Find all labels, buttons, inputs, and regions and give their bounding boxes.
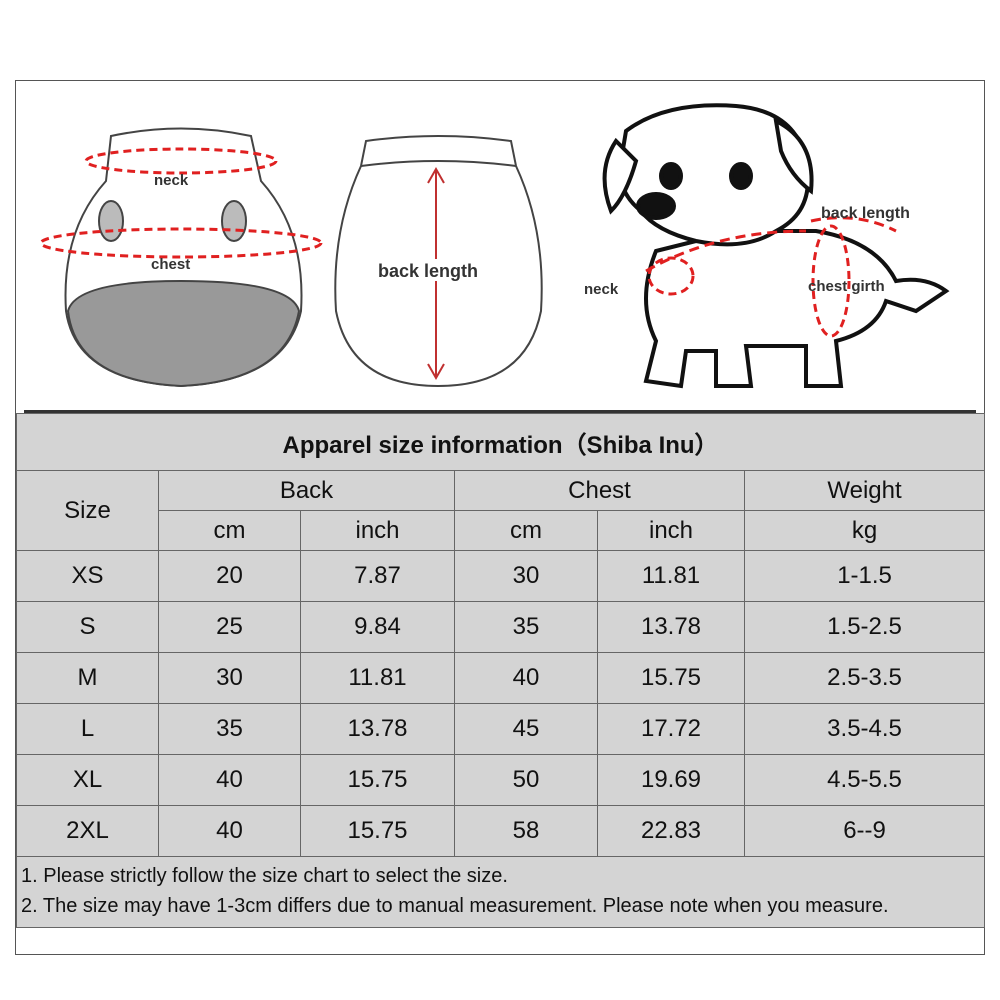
table-title: Apparel size information（Shiba Inu） — [15, 413, 986, 471]
back-length-label: back length — [378, 261, 478, 281]
cell-back-inch: 15.75 — [300, 754, 455, 806]
measurement-illustrations: neck chest back length back length neck … — [39, 103, 950, 389]
cell-size: L — [16, 703, 159, 755]
cell-size: XL — [16, 754, 159, 806]
header-weight-kg: kg — [743, 510, 986, 551]
cell-chest-inch: 11.81 — [597, 550, 745, 602]
cell-back-inch: 15.75 — [300, 805, 455, 857]
cell-weight: 2.5-3.5 — [743, 652, 986, 704]
header-size: Size — [16, 470, 159, 551]
cell-weight: 4.5-5.5 — [743, 754, 986, 806]
cell-chest-cm: 35 — [454, 601, 598, 653]
cell-chest-inch: 17.72 — [597, 703, 745, 755]
note-1: 1. Please strictly follow the size chart… — [21, 865, 508, 887]
cell-chest-cm: 58 — [454, 805, 598, 857]
header-back-inch: inch — [300, 510, 455, 551]
cell-back-cm: 35 — [158, 703, 301, 755]
cell-chest-inch: 19.69 — [597, 754, 745, 806]
cell-back-inch: 11.81 — [300, 652, 455, 704]
cell-weight: 1.5-2.5 — [743, 601, 986, 653]
cell-back-inch: 9.84 — [300, 601, 455, 653]
vest-front-illustration: neck chest — [39, 127, 323, 388]
cell-back-cm: 30 — [158, 652, 301, 704]
table-row: L 35 13.78 45 17.72 3.5-4.5 — [16, 703, 986, 755]
cell-back-cm: 40 — [158, 754, 301, 806]
header-back-cm: cm — [158, 510, 301, 551]
dog-chest-girth-label: chest girth — [808, 278, 885, 295]
header-chest-inch: inch — [597, 510, 745, 551]
cell-back-cm: 20 — [158, 550, 301, 602]
table-row: XS 20 7.87 30 11.81 1-1.5 — [16, 550, 986, 602]
table-row: S 25 9.84 35 13.78 1.5-2.5 — [16, 601, 986, 653]
cell-chest-cm: 30 — [454, 550, 598, 602]
chest-label: chest — [151, 256, 190, 273]
dog-neck-label: neck — [584, 281, 619, 298]
cell-back-inch: 13.78 — [300, 703, 455, 755]
cell-chest-cm: 40 — [454, 652, 598, 704]
table-row: 2XL 40 15.75 58 22.83 6--9 — [16, 805, 986, 857]
header-chest-cm: cm — [454, 510, 598, 551]
cell-weight: 6--9 — [743, 805, 986, 857]
size-table: Apparel size information（Shiba Inu） Size… — [15, 413, 986, 928]
note-2: 2. The size may have 1-3cm differs due t… — [21, 895, 889, 917]
cell-chest-cm: 45 — [454, 703, 598, 755]
cell-size: S — [16, 601, 159, 653]
table-row: XL 40 15.75 50 19.69 4.5-5.5 — [16, 754, 986, 806]
neck-label: neck — [154, 172, 189, 189]
cell-back-cm: 25 — [158, 601, 301, 653]
vest-back-illustration: back length — [334, 135, 543, 388]
dog-illustration: back length neck chest girth — [584, 103, 950, 389]
cell-size: XS — [16, 550, 159, 602]
size-chart: neck chest back length back length neck … — [15, 80, 986, 955]
header-weight: Weight — [743, 470, 986, 511]
cell-weight: 1-1.5 — [743, 550, 986, 602]
cell-back-inch: 7.87 — [300, 550, 455, 602]
cell-size: 2XL — [16, 805, 159, 857]
cell-chest-inch: 13.78 — [597, 601, 745, 653]
divider — [24, 410, 976, 413]
cell-back-cm: 40 — [158, 805, 301, 857]
notes: 1. Please strictly follow the size chart… — [15, 856, 986, 928]
cell-size: M — [16, 652, 159, 704]
header-back: Back — [158, 470, 455, 511]
cell-weight: 3.5-4.5 — [743, 703, 986, 755]
header-chest: Chest — [454, 470, 745, 511]
cell-chest-inch: 15.75 — [597, 652, 745, 704]
cell-chest-inch: 22.83 — [597, 805, 745, 857]
dog-back-length-label: back length — [821, 205, 910, 222]
table-row: M 30 11.81 40 15.75 2.5-3.5 — [16, 652, 986, 704]
cell-chest-cm: 50 — [454, 754, 598, 806]
